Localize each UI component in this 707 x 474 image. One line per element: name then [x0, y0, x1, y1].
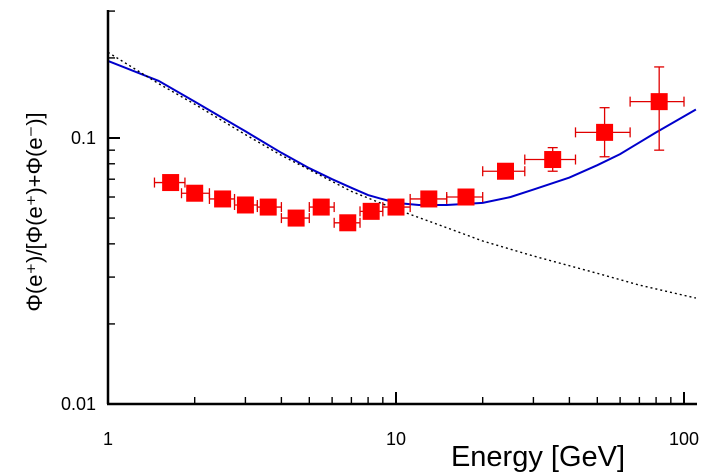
square-marker — [236, 196, 254, 214]
data-point — [524, 146, 577, 172]
ticks: 1 10 100 0.01 0.1 — [61, 10, 699, 449]
y-axis-title: Φ(e⁺)/[Φ(e⁺)+Φ(e⁻)] — [22, 112, 47, 311]
data-point — [382, 198, 411, 216]
data-point — [333, 214, 361, 232]
data-point — [208, 190, 236, 208]
data-point — [482, 162, 526, 180]
y-tick-label: 0.1 — [71, 128, 96, 148]
plot-area — [107, 51, 697, 299]
axes — [106, 10, 697, 406]
square-marker — [214, 190, 232, 208]
square-marker — [420, 190, 438, 208]
data-point — [359, 202, 384, 220]
square-marker — [387, 198, 405, 216]
square-marker — [544, 151, 562, 169]
data-point — [280, 209, 310, 227]
x-tick-label: 1 — [103, 429, 113, 449]
data-point — [308, 198, 335, 216]
square-marker — [596, 123, 614, 141]
x-tick-label: 100 — [669, 429, 699, 449]
dotted-curve — [107, 51, 697, 299]
y-tick-label: 0.01 — [61, 394, 96, 414]
x-axis-title: Energy [GeV] — [451, 441, 625, 473]
data-point — [446, 188, 484, 206]
square-marker — [457, 188, 475, 206]
square-marker — [362, 202, 380, 220]
square-marker — [186, 184, 204, 202]
data-point — [153, 174, 186, 192]
square-marker — [650, 93, 668, 111]
data-point — [256, 198, 283, 216]
data-point — [180, 184, 211, 202]
square-marker — [162, 174, 180, 192]
square-marker — [312, 198, 330, 216]
square-marker — [287, 209, 305, 227]
square-marker — [497, 162, 515, 180]
solid-curve — [107, 59, 697, 206]
data-point — [629, 66, 685, 151]
data-point — [574, 107, 631, 158]
data-point — [233, 196, 258, 214]
square-marker — [339, 214, 357, 232]
x-tick-label: 10 — [386, 429, 406, 449]
square-marker — [259, 198, 277, 216]
